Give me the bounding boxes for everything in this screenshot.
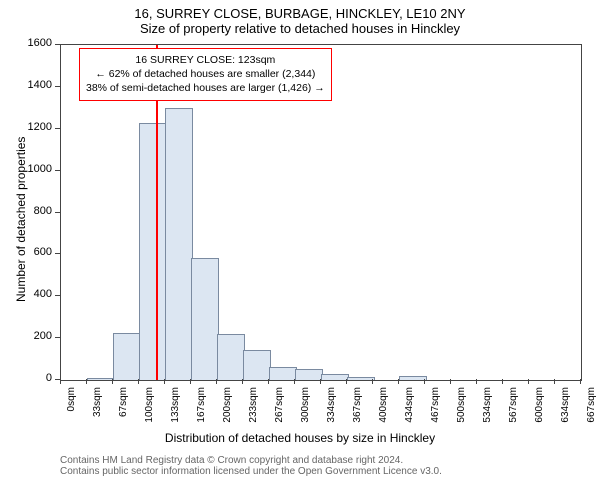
marker-callout: 16 SURREY CLOSE: 123sqm ← 62% of detache… bbox=[79, 48, 332, 101]
x-tick bbox=[398, 379, 399, 384]
y-tick-label: 600 bbox=[0, 246, 52, 258]
x-axis-label: Distribution of detached houses by size … bbox=[0, 431, 600, 445]
x-tick-label: 667sqm bbox=[586, 387, 597, 433]
bar bbox=[321, 374, 349, 380]
callout-line-2: ← 62% of detached houses are smaller (2,… bbox=[86, 67, 325, 81]
y-tick-label: 1600 bbox=[0, 37, 52, 49]
x-tick-label: 400sqm bbox=[378, 387, 389, 433]
x-tick-label: 133sqm bbox=[170, 387, 181, 433]
bar bbox=[87, 378, 115, 380]
x-tick bbox=[320, 379, 321, 384]
x-tick bbox=[164, 379, 165, 384]
y-tick bbox=[55, 44, 60, 45]
y-tick-label: 1400 bbox=[0, 79, 52, 91]
x-tick-label: 200sqm bbox=[222, 387, 233, 433]
callout-line-1: 16 SURREY CLOSE: 123sqm bbox=[86, 53, 325, 67]
x-tick-label: 367sqm bbox=[352, 387, 363, 433]
x-tick-label: 100sqm bbox=[144, 387, 155, 433]
x-tick-label: 567sqm bbox=[508, 387, 519, 433]
x-tick-label: 534sqm bbox=[482, 387, 493, 433]
x-tick-label: 233sqm bbox=[248, 387, 259, 433]
x-tick bbox=[268, 379, 269, 384]
y-tick bbox=[55, 337, 60, 338]
callout-line-3: 38% of semi-detached houses are larger (… bbox=[86, 81, 325, 95]
x-tick-label: 500sqm bbox=[456, 387, 467, 433]
x-tick bbox=[60, 379, 61, 384]
x-tick-label: 334sqm bbox=[326, 387, 337, 433]
y-tick bbox=[55, 128, 60, 129]
bar bbox=[217, 334, 245, 380]
y-axis-label: Number of detached properties bbox=[14, 136, 28, 301]
bar bbox=[399, 376, 427, 380]
x-tick bbox=[138, 379, 139, 384]
y-tick bbox=[55, 212, 60, 213]
x-tick bbox=[112, 379, 113, 384]
title-line-1: 16, SURREY CLOSE, BURBAGE, HINCKLEY, LE1… bbox=[0, 6, 600, 21]
x-tick bbox=[190, 379, 191, 384]
y-tick-label: 1200 bbox=[0, 121, 52, 133]
caption-line-1: Contains HM Land Registry data © Crown c… bbox=[60, 455, 442, 466]
x-tick-label: 267sqm bbox=[274, 387, 285, 433]
x-tick-label: 33sqm bbox=[92, 387, 103, 433]
x-tick-label: 634sqm bbox=[560, 387, 571, 433]
x-tick bbox=[476, 379, 477, 384]
x-tick bbox=[554, 379, 555, 384]
x-tick bbox=[450, 379, 451, 384]
y-tick-label: 200 bbox=[0, 330, 52, 342]
x-tick bbox=[242, 379, 243, 384]
y-tick bbox=[55, 170, 60, 171]
caption-line-2: Contains public sector information licen… bbox=[60, 466, 442, 477]
bar bbox=[269, 367, 297, 380]
y-tick bbox=[55, 295, 60, 296]
y-tick-label: 800 bbox=[0, 205, 52, 217]
x-tick bbox=[502, 379, 503, 384]
x-tick bbox=[86, 379, 87, 384]
bar bbox=[347, 377, 375, 380]
bar bbox=[191, 258, 219, 380]
x-tick-label: 600sqm bbox=[534, 387, 545, 433]
y-tick-label: 400 bbox=[0, 288, 52, 300]
x-tick bbox=[424, 379, 425, 384]
bar bbox=[139, 123, 167, 380]
bar bbox=[113, 333, 141, 380]
x-tick-label: 167sqm bbox=[196, 387, 207, 433]
y-tick bbox=[55, 253, 60, 254]
x-tick-label: 300sqm bbox=[300, 387, 311, 433]
x-tick bbox=[372, 379, 373, 384]
x-tick-label: 434sqm bbox=[404, 387, 415, 433]
x-tick bbox=[580, 379, 581, 384]
x-tick bbox=[528, 379, 529, 384]
title-line-2: Size of property relative to detached ho… bbox=[0, 21, 600, 36]
bar bbox=[295, 369, 323, 380]
bar bbox=[243, 350, 271, 380]
x-tick-label: 467sqm bbox=[430, 387, 441, 433]
caption: Contains HM Land Registry data © Crown c… bbox=[60, 455, 442, 477]
x-tick bbox=[346, 379, 347, 384]
x-tick-label: 0sqm bbox=[66, 387, 77, 433]
x-tick bbox=[294, 379, 295, 384]
x-tick bbox=[216, 379, 217, 384]
y-tick-label: 0 bbox=[0, 372, 52, 384]
bar bbox=[165, 108, 193, 380]
y-tick-label: 1000 bbox=[0, 163, 52, 175]
x-tick-label: 67sqm bbox=[118, 387, 129, 433]
y-tick bbox=[55, 86, 60, 87]
